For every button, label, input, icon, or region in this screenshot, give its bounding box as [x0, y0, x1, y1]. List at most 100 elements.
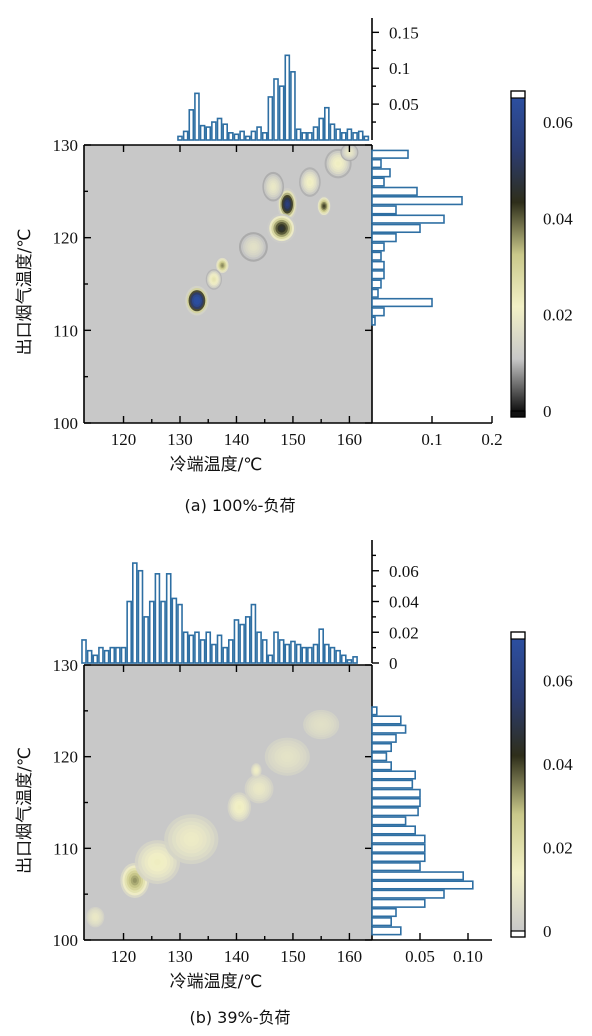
top-hist-bar — [120, 646, 127, 664]
colorbar-tick-label: 0 — [543, 922, 552, 941]
top-hist-bar — [177, 135, 183, 141]
top-hist-bar — [346, 659, 353, 664]
density-blob-2-level-6 — [187, 835, 196, 843]
top-hist-bar — [256, 631, 262, 664]
right-marginal-tick-label: 0.2 — [481, 430, 502, 449]
top-hist-bar — [239, 130, 245, 141]
top-hist-bar — [205, 631, 212, 664]
colorbar-tick-label: 0 — [543, 402, 552, 421]
right-hist-bar — [371, 288, 379, 298]
right-marginal-tick-label: 0.1 — [421, 430, 442, 449]
top-marginal-tick-label: 0.15 — [389, 23, 419, 42]
top-hist-bar — [244, 616, 251, 664]
top-hist-bar — [250, 603, 257, 664]
top-hist-bar — [160, 600, 166, 664]
panel-caption: (b) 39%-负荷 — [189, 1008, 290, 1027]
right-hist-bar — [371, 816, 407, 826]
top-hist-bar — [216, 117, 223, 141]
top-marginal-histogram: 0 0.02 0.04 0.06 — [81, 540, 419, 673]
colorbar-overflow-cap — [510, 90, 526, 99]
top-hist-bar — [329, 646, 336, 664]
colorbar-gradient — [511, 98, 525, 411]
top-hist-bar — [126, 600, 132, 664]
heatmap-density — [86, 709, 340, 928]
top-hist-bar — [233, 619, 240, 664]
top-hist-bar — [340, 654, 347, 664]
colorbar: 0 0.02 0.04 0.06 — [510, 90, 573, 421]
top-hist-bar — [239, 623, 245, 664]
right-hist-bar — [371, 880, 474, 890]
density-blob-6-level-6 — [318, 722, 324, 727]
top-hist-bar — [199, 124, 206, 141]
right-hist-bar — [371, 825, 417, 835]
right-hist-bar — [371, 251, 382, 261]
right-hist-bar — [371, 770, 417, 780]
top-hist-bar — [228, 132, 234, 141]
right-hist-bar — [371, 158, 382, 169]
top-hist-bar — [267, 654, 274, 664]
right-hist-bar — [371, 715, 402, 725]
heatmap-background — [84, 665, 372, 940]
density-blob-1-level-6 — [221, 264, 224, 267]
right-marginal-histogram: 0.05 0.10 — [371, 706, 492, 966]
right-hist-bar — [371, 297, 433, 308]
right-marginal-histogram: 0.1 0.2 — [371, 149, 503, 449]
x-axis-label: 冷端温度/℃ — [170, 455, 263, 475]
top-hist-bar — [301, 646, 308, 664]
density-blob-0-level-6 — [195, 298, 199, 303]
right-hist-bar — [371, 926, 402, 936]
heatmap-density — [185, 145, 359, 316]
top-hist-bar — [81, 639, 87, 664]
x-tick-label-130: 130 — [167, 947, 193, 966]
top-hist-bar — [233, 133, 240, 141]
top-hist-bar — [335, 649, 341, 664]
x-tick-label-150: 150 — [280, 947, 306, 966]
heatmap-background — [84, 145, 372, 423]
top-hist-bar — [335, 128, 341, 141]
top-hist-bar — [222, 646, 228, 664]
top-hist-bar — [244, 135, 251, 141]
top-hist-bar — [357, 130, 364, 141]
right-hist-bar — [371, 177, 385, 187]
y-tick-label-130: 130 — [53, 136, 79, 155]
right-hist-bar — [371, 186, 418, 196]
colorbar-tick-label: 0.02 — [543, 306, 573, 325]
x-axis-label: 冷端温度/℃ — [170, 972, 263, 992]
right-hist-bar — [371, 214, 445, 224]
top-hist-bar — [363, 135, 370, 141]
density-blob-7-level-6 — [94, 915, 97, 919]
top-hist-bar — [284, 643, 291, 664]
colorbar-underflow-cap — [510, 930, 526, 938]
top-hist-bar — [295, 643, 302, 664]
right-hist-bar — [371, 852, 426, 863]
density-blob-5-level-6 — [284, 753, 291, 760]
top-hist-bar — [188, 109, 195, 141]
top-hist-bar — [261, 132, 268, 141]
right-hist-bar — [371, 149, 409, 159]
top-hist-bar — [199, 639, 206, 664]
top-hist-bar — [290, 71, 296, 141]
top-hist-bar — [318, 117, 325, 141]
right-hist-bar — [371, 862, 421, 872]
colorbar-underflow-cap — [510, 410, 526, 418]
y-tick-label-130: 130 — [53, 656, 79, 675]
top-hist-bar — [273, 78, 279, 141]
top-hist-bar — [278, 639, 285, 664]
x-tick-label-150: 150 — [280, 430, 306, 449]
right-hist-bar — [371, 260, 385, 271]
right-hist-bar — [371, 205, 397, 215]
colorbar-tick-label: 0.06 — [543, 672, 573, 691]
right-hist-bar — [371, 733, 397, 743]
right-hist-bar — [371, 797, 421, 808]
density-blob-5-level-6 — [322, 204, 326, 208]
y-axis-label: 出口烟气温度/℃ — [15, 747, 35, 874]
top-hist-bar — [188, 634, 195, 664]
colorbar-overflow-cap — [510, 631, 526, 640]
top-hist-bar — [165, 573, 172, 664]
top-hist-bar — [205, 126, 212, 141]
top-hist-bar — [301, 132, 308, 141]
top-hist-bar — [284, 54, 291, 141]
top-marginal-tick-label: 0.06 — [389, 562, 419, 581]
top-hist-bar — [222, 123, 228, 141]
top-hist-bar — [137, 569, 144, 664]
